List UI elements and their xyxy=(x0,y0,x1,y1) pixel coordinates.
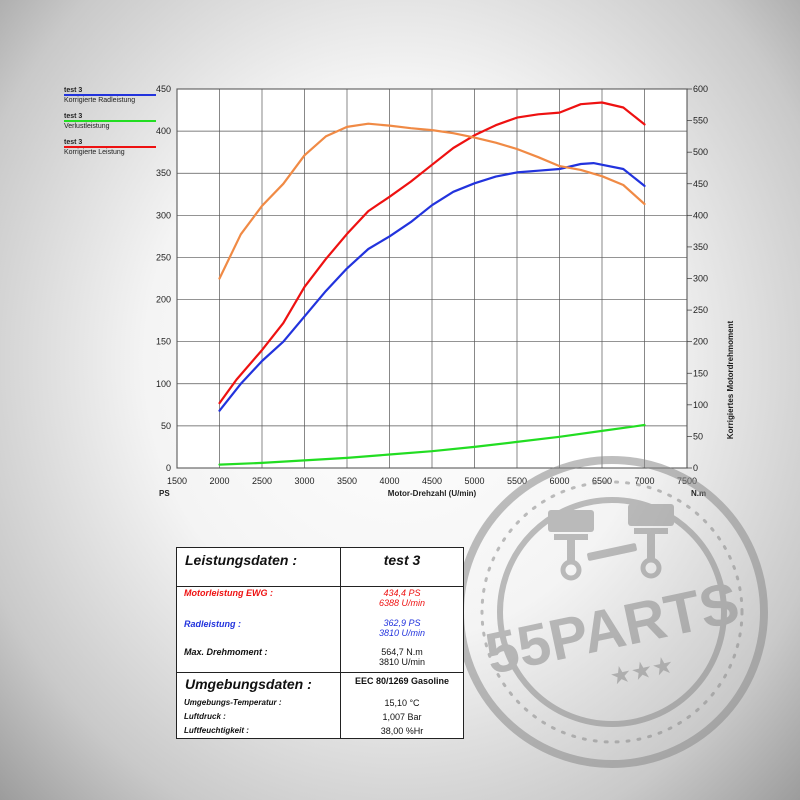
pressure-value: 1,007 Bar xyxy=(382,712,422,722)
y-right-tick-label: 450 xyxy=(693,179,708,189)
motor-rpm: 6388 U/min xyxy=(378,598,426,608)
y-left-tick-label: 400 xyxy=(156,126,171,136)
torque-value: 564,7 N.m xyxy=(381,647,423,657)
x-tick-label: 3500 xyxy=(337,476,357,486)
legend-title: test 3 xyxy=(64,113,82,120)
env-header: Umgebungsdaten : xyxy=(185,676,312,692)
y-left-tick-label: 350 xyxy=(156,168,171,178)
legend-title: test 3 xyxy=(64,87,82,94)
x-tick-label: 6000 xyxy=(549,476,569,486)
y-right-tick-label: 100 xyxy=(693,400,708,410)
table-header-right: test 3 xyxy=(383,552,421,568)
y-right-label: Korrigiertes Motordrehmoment xyxy=(726,321,735,440)
torque-label: Max. Drehmoment : xyxy=(184,647,268,657)
y-right-tick-label: 500 xyxy=(693,147,708,157)
torque-rpm: 3810 U/min xyxy=(378,657,426,667)
rad-value: 362,9 PS xyxy=(383,618,421,628)
y-right-tick-label: 400 xyxy=(693,210,708,220)
x-tick-label: 5000 xyxy=(464,476,484,486)
legend-label: Korrigierte Radleistung xyxy=(64,97,135,104)
y-right-tick-label: 50 xyxy=(693,431,703,441)
temp-label: Umgebungs-Temperatur : xyxy=(184,698,282,707)
y-left-tick-label: 450 xyxy=(156,84,171,94)
y-left-tick-label: 100 xyxy=(156,379,171,389)
x-tick-label: 4500 xyxy=(422,476,442,486)
chart-series xyxy=(218,101,646,466)
y-left-tick-label: 150 xyxy=(156,337,171,347)
watermark-stamp: 55PARTS ★★★ xyxy=(456,456,768,768)
x-tick-label: 5500 xyxy=(507,476,527,486)
y-right-tick-label: 350 xyxy=(693,242,708,252)
piston-wrench-icon xyxy=(548,504,674,581)
x-tick-label: 1500 xyxy=(167,476,187,486)
x-tick-label: 2000 xyxy=(209,476,229,486)
x-tick-label: 6500 xyxy=(592,476,612,486)
motor-value: 434,4 PS xyxy=(383,588,421,598)
x-tick-label: 2500 xyxy=(252,476,272,486)
y-left-tick-label: 50 xyxy=(161,421,171,431)
y-right-tick-label: 150 xyxy=(693,368,708,378)
legend-label: Verlustleistung xyxy=(64,123,110,130)
y-right-tick-label: 0 xyxy=(693,463,698,473)
y-left-tick-label: 200 xyxy=(156,295,171,305)
x-tick-label: 7000 xyxy=(634,476,654,486)
x-tick-label: 3000 xyxy=(294,476,314,486)
performance-table: Leistungsdaten : test 3 Motorleistung EW… xyxy=(176,547,464,739)
y-right-tick-label: 200 xyxy=(693,337,708,347)
series-line-korrigiertes-motordrehmoment xyxy=(218,122,646,280)
y-right-tick-label: 600 xyxy=(693,84,708,94)
series-line-verlustleistung xyxy=(218,423,646,466)
temp-value: 15,10 °C xyxy=(384,698,420,708)
series-line-korrigierte-radleistung xyxy=(218,162,646,412)
motor-label: Motorleistung EWG : xyxy=(184,588,273,598)
table-header-left: Leistungsdaten : xyxy=(185,552,298,568)
x-axis-label: Motor-Drehzahl (U/min) xyxy=(388,489,477,498)
rad-label: Radleistung : xyxy=(184,619,242,629)
series-line-korrigierte-leistung xyxy=(218,101,646,405)
humidity-label: Luftfeuchtigkeit : xyxy=(184,726,249,735)
y-left-tick-label: 300 xyxy=(156,210,171,220)
chart-legend: test 3 Korrigierte Radleistung test 3 Verlu… xyxy=(64,87,156,156)
humidity-value: 38,00 %Hr xyxy=(380,726,424,736)
legend-title: test 3 xyxy=(64,139,82,146)
chart-axes: 1500 2000 2500 3000 3500 4000 4500 5000 5500 6000… xyxy=(156,84,735,498)
y-left-tick-label: 250 xyxy=(156,252,171,262)
y-right-tick-label: 250 xyxy=(693,305,708,315)
y-right-tick-label: 550 xyxy=(693,116,708,126)
pressure-label: Luftdruck : xyxy=(184,712,226,721)
chart-grid xyxy=(176,88,688,469)
legend-label: Korrigierte Leistung xyxy=(64,149,125,156)
y-right-unit: N.m xyxy=(691,489,706,498)
y-left-tick-label: 0 xyxy=(166,463,171,473)
x-tick-label: 4000 xyxy=(379,476,399,486)
y-left-unit: PS xyxy=(159,489,170,498)
y-right-tick-label: 300 xyxy=(693,274,708,284)
rad-rpm: 3810 U/min xyxy=(378,628,426,638)
env-standard: EEC 80/1269 Gasoline xyxy=(354,676,450,686)
